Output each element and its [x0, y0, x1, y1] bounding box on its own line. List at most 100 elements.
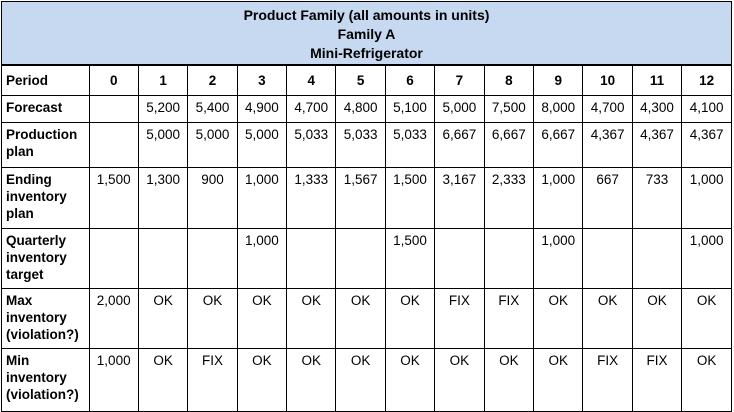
cell: 1,500 [384, 228, 436, 289]
cell: 2,333 [483, 167, 535, 229]
table: Period 0 1 2 3 4 5 6 7 8 9 10 11 12 Forecast 5,200 5,400… [2, 65, 732, 411]
cell: 3,167 [434, 167, 485, 229]
cell: 4,700 [286, 95, 337, 123]
cell: 1,567 [335, 167, 386, 229]
cell: 5,000 [236, 122, 288, 168]
cell: OK [335, 288, 386, 349]
cell: 733 [631, 167, 683, 229]
cell: 5,033 [286, 122, 337, 168]
cell: 4,300 [631, 95, 683, 123]
header-subtitle: Mini-Refrigerator [310, 45, 423, 61]
cell: 5,100 [384, 95, 436, 123]
column-header: 0 [88, 65, 139, 96]
cell: 5,033 [335, 122, 386, 168]
column-header: 2 [187, 65, 238, 96]
table-row: Max inventory (violation?) 2,000 OK OK OK OK O… [2, 288, 732, 349]
column-header: 5 [335, 65, 386, 96]
cell: OK [236, 288, 288, 349]
cell [335, 228, 386, 289]
column-header: 3 [236, 65, 288, 96]
cell: OK [533, 288, 584, 349]
cell: OK [681, 348, 732, 411]
cell: 5,200 [137, 95, 189, 123]
cell: OK [582, 288, 633, 349]
cell: 6,667 [483, 122, 535, 168]
cell: 900 [187, 167, 238, 229]
row-label: Forecast [2, 95, 90, 123]
column-header: 8 [483, 65, 535, 96]
column-header: Period [2, 65, 90, 96]
cell: 1,000 [533, 167, 584, 229]
cell [88, 228, 139, 289]
cell: 5,000 [187, 122, 238, 168]
cell [88, 122, 139, 168]
row-label: Min inventory (violation?) [2, 348, 90, 411]
cell: 1,000 [681, 167, 732, 229]
cell: FIX [631, 348, 683, 411]
cell: 1,333 [286, 167, 337, 229]
column-header: 7 [434, 65, 485, 96]
cell: 8,000 [533, 95, 584, 123]
cell: OK [187, 288, 238, 349]
row-label: Production plan [2, 122, 90, 168]
cell: OK [137, 348, 189, 411]
cell [187, 228, 238, 289]
column-header: 11 [631, 65, 683, 96]
cell: 1,000 [236, 228, 288, 289]
cell: OK [335, 348, 386, 411]
cell: 1,000 [681, 228, 732, 289]
cell: 4,367 [681, 122, 732, 168]
cell: 5,000 [137, 122, 189, 168]
cell: 1,300 [137, 167, 189, 229]
cell: FIX [582, 348, 633, 411]
cell: 1,500 [88, 167, 139, 229]
cell: 4,900 [236, 95, 288, 123]
cell: FIX [434, 288, 485, 349]
column-header: 6 [384, 65, 436, 96]
cell: OK [631, 288, 683, 349]
cell [434, 228, 485, 289]
header: Product Family (all amounts in units) Fa… [2, 2, 731, 65]
row-label: Max inventory (violation?) [2, 288, 90, 349]
table-row: Forecast 5,200 5,400 4,900 4,700 4,800 5,100 5,… [2, 95, 732, 123]
cell: FIX [483, 288, 535, 349]
cell: FIX [187, 348, 238, 411]
cell [582, 228, 633, 289]
cell: 1,000 [236, 167, 288, 229]
cell: OK [384, 288, 436, 349]
cell: 1,000 [533, 228, 584, 289]
cell: 7,500 [483, 95, 535, 123]
cell: 667 [582, 167, 633, 229]
cell [483, 228, 535, 289]
table-row: Ending inventory plan 1,500 1,300 900 1,000 1… [2, 167, 732, 229]
cell: 5,000 [434, 95, 485, 123]
row-label: Quarterly inventory target [2, 228, 90, 289]
cell: OK [286, 348, 337, 411]
cell: 1,000 [88, 348, 139, 411]
cell: 4,100 [681, 95, 732, 123]
cell: 4,367 [582, 122, 633, 168]
header-row: Period 0 1 2 3 4 5 6 7 8 9 10 11 12 [2, 65, 732, 96]
cell: OK [236, 348, 288, 411]
header-title: Product Family (all amounts in units) [243, 7, 490, 23]
row-label: Ending inventory plan [2, 167, 90, 229]
cell: 6,667 [533, 122, 584, 168]
table-row: Min inventory (violation?) 1,000 OK FIX OK OK… [2, 348, 732, 411]
cell: 1,500 [384, 167, 436, 229]
cell [137, 228, 189, 289]
cell [88, 95, 139, 123]
cell: 4,800 [335, 95, 386, 123]
header-subtitle: Family A [337, 26, 396, 42]
cell [631, 228, 683, 289]
cell: OK [533, 348, 584, 411]
column-header: 4 [286, 65, 337, 96]
cell: 2,000 [88, 288, 139, 349]
cell: OK [681, 288, 732, 349]
cell: 4,367 [631, 122, 683, 168]
column-header: 12 [681, 65, 732, 96]
column-header: 9 [533, 65, 584, 96]
cell: 5,033 [384, 122, 436, 168]
table-row: Production plan 5,000 5,000 5,000 5,033 5,033… [2, 122, 732, 168]
cell: OK [483, 348, 535, 411]
